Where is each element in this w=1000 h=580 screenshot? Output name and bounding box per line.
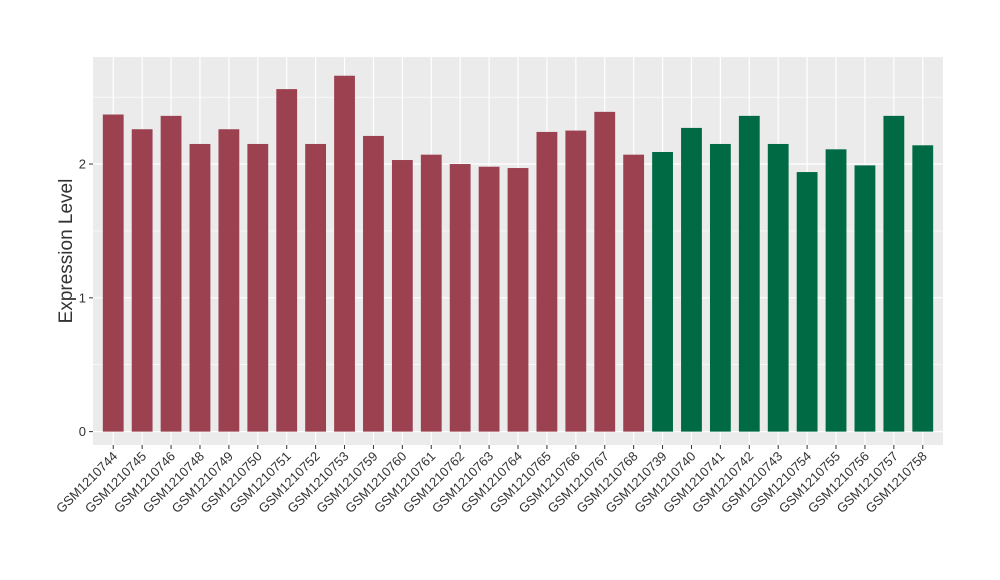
bar-GSM1210760 <box>391 160 413 432</box>
bar-GSM1210743 <box>767 143 789 432</box>
bar-GSM1210742 <box>738 115 760 432</box>
bar-GSM1210746 <box>160 115 182 432</box>
bar-GSM1210741 <box>709 143 731 432</box>
bars <box>102 75 934 432</box>
bar-GSM1210755 <box>825 149 847 432</box>
bar-GSM1210763 <box>478 166 500 432</box>
bar-GSM1210753 <box>334 75 355 432</box>
bar-GSM1210754 <box>796 172 818 432</box>
bar-GSM1210765 <box>536 131 558 432</box>
bar-GSM1210757 <box>883 115 905 432</box>
y-axis-title: Expression Level <box>56 179 77 324</box>
bar-GSM1210758 <box>912 145 934 432</box>
bar-GSM1210764 <box>507 168 529 432</box>
y-axis: 0 1 2 <box>79 157 93 439</box>
y-tick-label: 0 <box>79 424 86 439</box>
bar-GSM1210766 <box>565 130 587 432</box>
bar-GSM1210751 <box>276 89 298 432</box>
bar-GSM1210752 <box>305 143 327 432</box>
bar-GSM1210744 <box>102 114 124 432</box>
y-tick-label: 1 <box>79 290 86 305</box>
bar-GSM1210768 <box>623 154 645 432</box>
bar-GSM1210748 <box>189 143 211 432</box>
bar-GSM1210745 <box>131 129 153 432</box>
bar-GSM1210739 <box>652 151 673 432</box>
y-tick-label: 2 <box>79 157 86 172</box>
bar-GSM1210750 <box>247 143 269 432</box>
bar-GSM1210759 <box>363 135 384 432</box>
bar-GSM1210762 <box>449 164 471 432</box>
bar-GSM1210761 <box>420 154 442 432</box>
bar-GSM1210767 <box>594 111 616 432</box>
bar-GSM1210740 <box>681 127 702 432</box>
bar-GSM1210749 <box>218 129 240 432</box>
bar-GSM1210756 <box>854 165 876 432</box>
x-axis: GSM1210744GSM1210745GSM1210746GSM1210748… <box>53 445 930 516</box>
